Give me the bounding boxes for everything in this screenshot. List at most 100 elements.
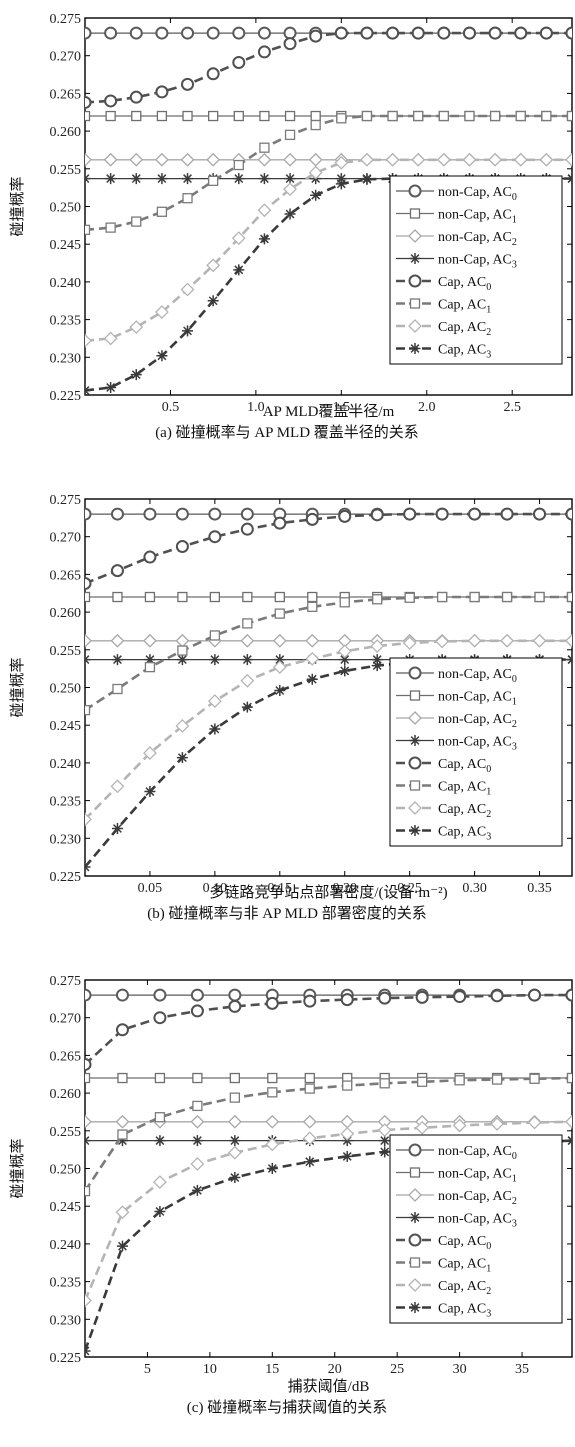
data-point	[303, 994, 317, 1008]
data-point	[488, 26, 502, 40]
data-point	[191, 1184, 203, 1196]
data-point	[156, 173, 168, 185]
data-point	[111, 654, 123, 666]
data-point	[339, 665, 351, 677]
data-point	[413, 110, 424, 122]
data-point	[528, 988, 542, 1002]
data-point	[154, 305, 169, 319]
data-point	[500, 507, 514, 521]
data-point	[334, 26, 348, 40]
data-point	[110, 633, 125, 648]
data-point	[206, 152, 221, 167]
data-point	[501, 591, 513, 603]
data-point	[302, 1114, 317, 1129]
data-point	[182, 193, 193, 204]
data-point	[527, 1115, 542, 1130]
data-point	[259, 110, 270, 122]
y-tick-label: 0.265	[50, 87, 82, 102]
y-tick-label: 0.275	[50, 974, 82, 989]
data-point	[309, 29, 323, 43]
y-tick-label: 0.245	[50, 719, 82, 734]
chart-panel-1: 0.225 0.230 0.235 0.240 0.245 0.250 0.255 0.260…	[8, 12, 573, 441]
data-point	[438, 110, 449, 122]
data-point	[306, 673, 318, 685]
data-point	[156, 110, 168, 122]
data-point	[155, 85, 169, 99]
data-point	[565, 152, 572, 167]
x-tick-label: 0.5	[162, 400, 180, 415]
data-point	[117, 1129, 128, 1140]
data-point	[565, 1114, 572, 1129]
data-point	[208, 530, 222, 544]
data-point	[232, 26, 246, 40]
y-tick-label: 0.250	[50, 201, 82, 216]
data-point	[402, 636, 417, 650]
legend-marker	[409, 208, 421, 219]
data-point	[104, 26, 118, 40]
data-point	[566, 591, 572, 603]
x-tick-label: 30	[453, 1362, 467, 1377]
data-point	[85, 95, 92, 109]
data-point	[85, 173, 91, 185]
data-point	[335, 178, 347, 190]
legend-entry: non-Cap, AC1	[396, 208, 517, 226]
data-point	[305, 512, 319, 526]
data-point	[116, 1135, 128, 1147]
legend-entry: non-Cap, AC0	[396, 184, 517, 203]
data-point	[209, 654, 221, 666]
data-point	[105, 381, 117, 393]
data-point	[129, 26, 143, 40]
data-point	[228, 999, 242, 1013]
data-point	[283, 152, 297, 167]
plot-area	[85, 988, 572, 1357]
data-point	[490, 989, 504, 1003]
figure-caption: (c) 碰撞概率与捕获阈值的关系	[187, 1398, 387, 1416]
data-point	[153, 1011, 167, 1025]
legend-entry: Cap, AC3	[396, 343, 491, 361]
y-tick-label: 0.260	[50, 125, 82, 140]
y-tick-label: 0.270	[50, 1012, 82, 1027]
x-tick-label: 35	[515, 1362, 529, 1377]
data-point	[233, 173, 245, 185]
series-line	[85, 1139, 572, 1352]
data-point	[305, 633, 320, 648]
y-tick-label: 0.260	[50, 1087, 82, 1102]
legend-label: non-Cap, AC0	[438, 1144, 517, 1162]
series-cap-ac1	[85, 110, 572, 236]
legend-marker	[408, 229, 422, 243]
y-tick-label: 0.250	[50, 682, 82, 697]
data-point	[566, 110, 572, 122]
data-point	[155, 26, 169, 40]
series-cap-ac2	[85, 152, 572, 348]
data-point	[258, 173, 270, 185]
plot-area	[85, 507, 572, 873]
data-point	[437, 26, 451, 40]
data-point	[85, 591, 91, 603]
data-point	[273, 516, 287, 530]
y-tick-label: 0.225	[50, 1351, 82, 1366]
y-axis-label: 碰撞概率	[8, 176, 26, 236]
data-point	[85, 812, 92, 827]
data-point	[112, 591, 123, 603]
data-point	[386, 26, 400, 40]
figure-caption: (b) 碰撞概率与非 AP MLD 部署密度的关系	[147, 904, 426, 922]
legend: non-Cap, AC0 non-Cap, AC1 non-Cap, AC2 non-…	[389, 657, 563, 847]
data-point	[143, 746, 157, 761]
data-point	[182, 173, 194, 185]
data-point	[177, 645, 188, 656]
data-point	[208, 507, 222, 521]
data-point	[339, 654, 351, 666]
data-point	[229, 1135, 241, 1147]
data-point	[130, 369, 142, 381]
series-cap-ac0	[85, 988, 572, 1071]
data-point	[209, 591, 221, 603]
data-point	[379, 1078, 390, 1089]
data-point	[267, 1087, 278, 1098]
data-point	[131, 216, 142, 227]
data-point	[190, 1114, 205, 1129]
y-tick-label: 0.235	[50, 795, 82, 810]
data-point	[175, 507, 189, 521]
data-point	[468, 507, 482, 521]
y-tick-label: 0.265	[50, 1049, 82, 1064]
data-point	[565, 988, 572, 1002]
